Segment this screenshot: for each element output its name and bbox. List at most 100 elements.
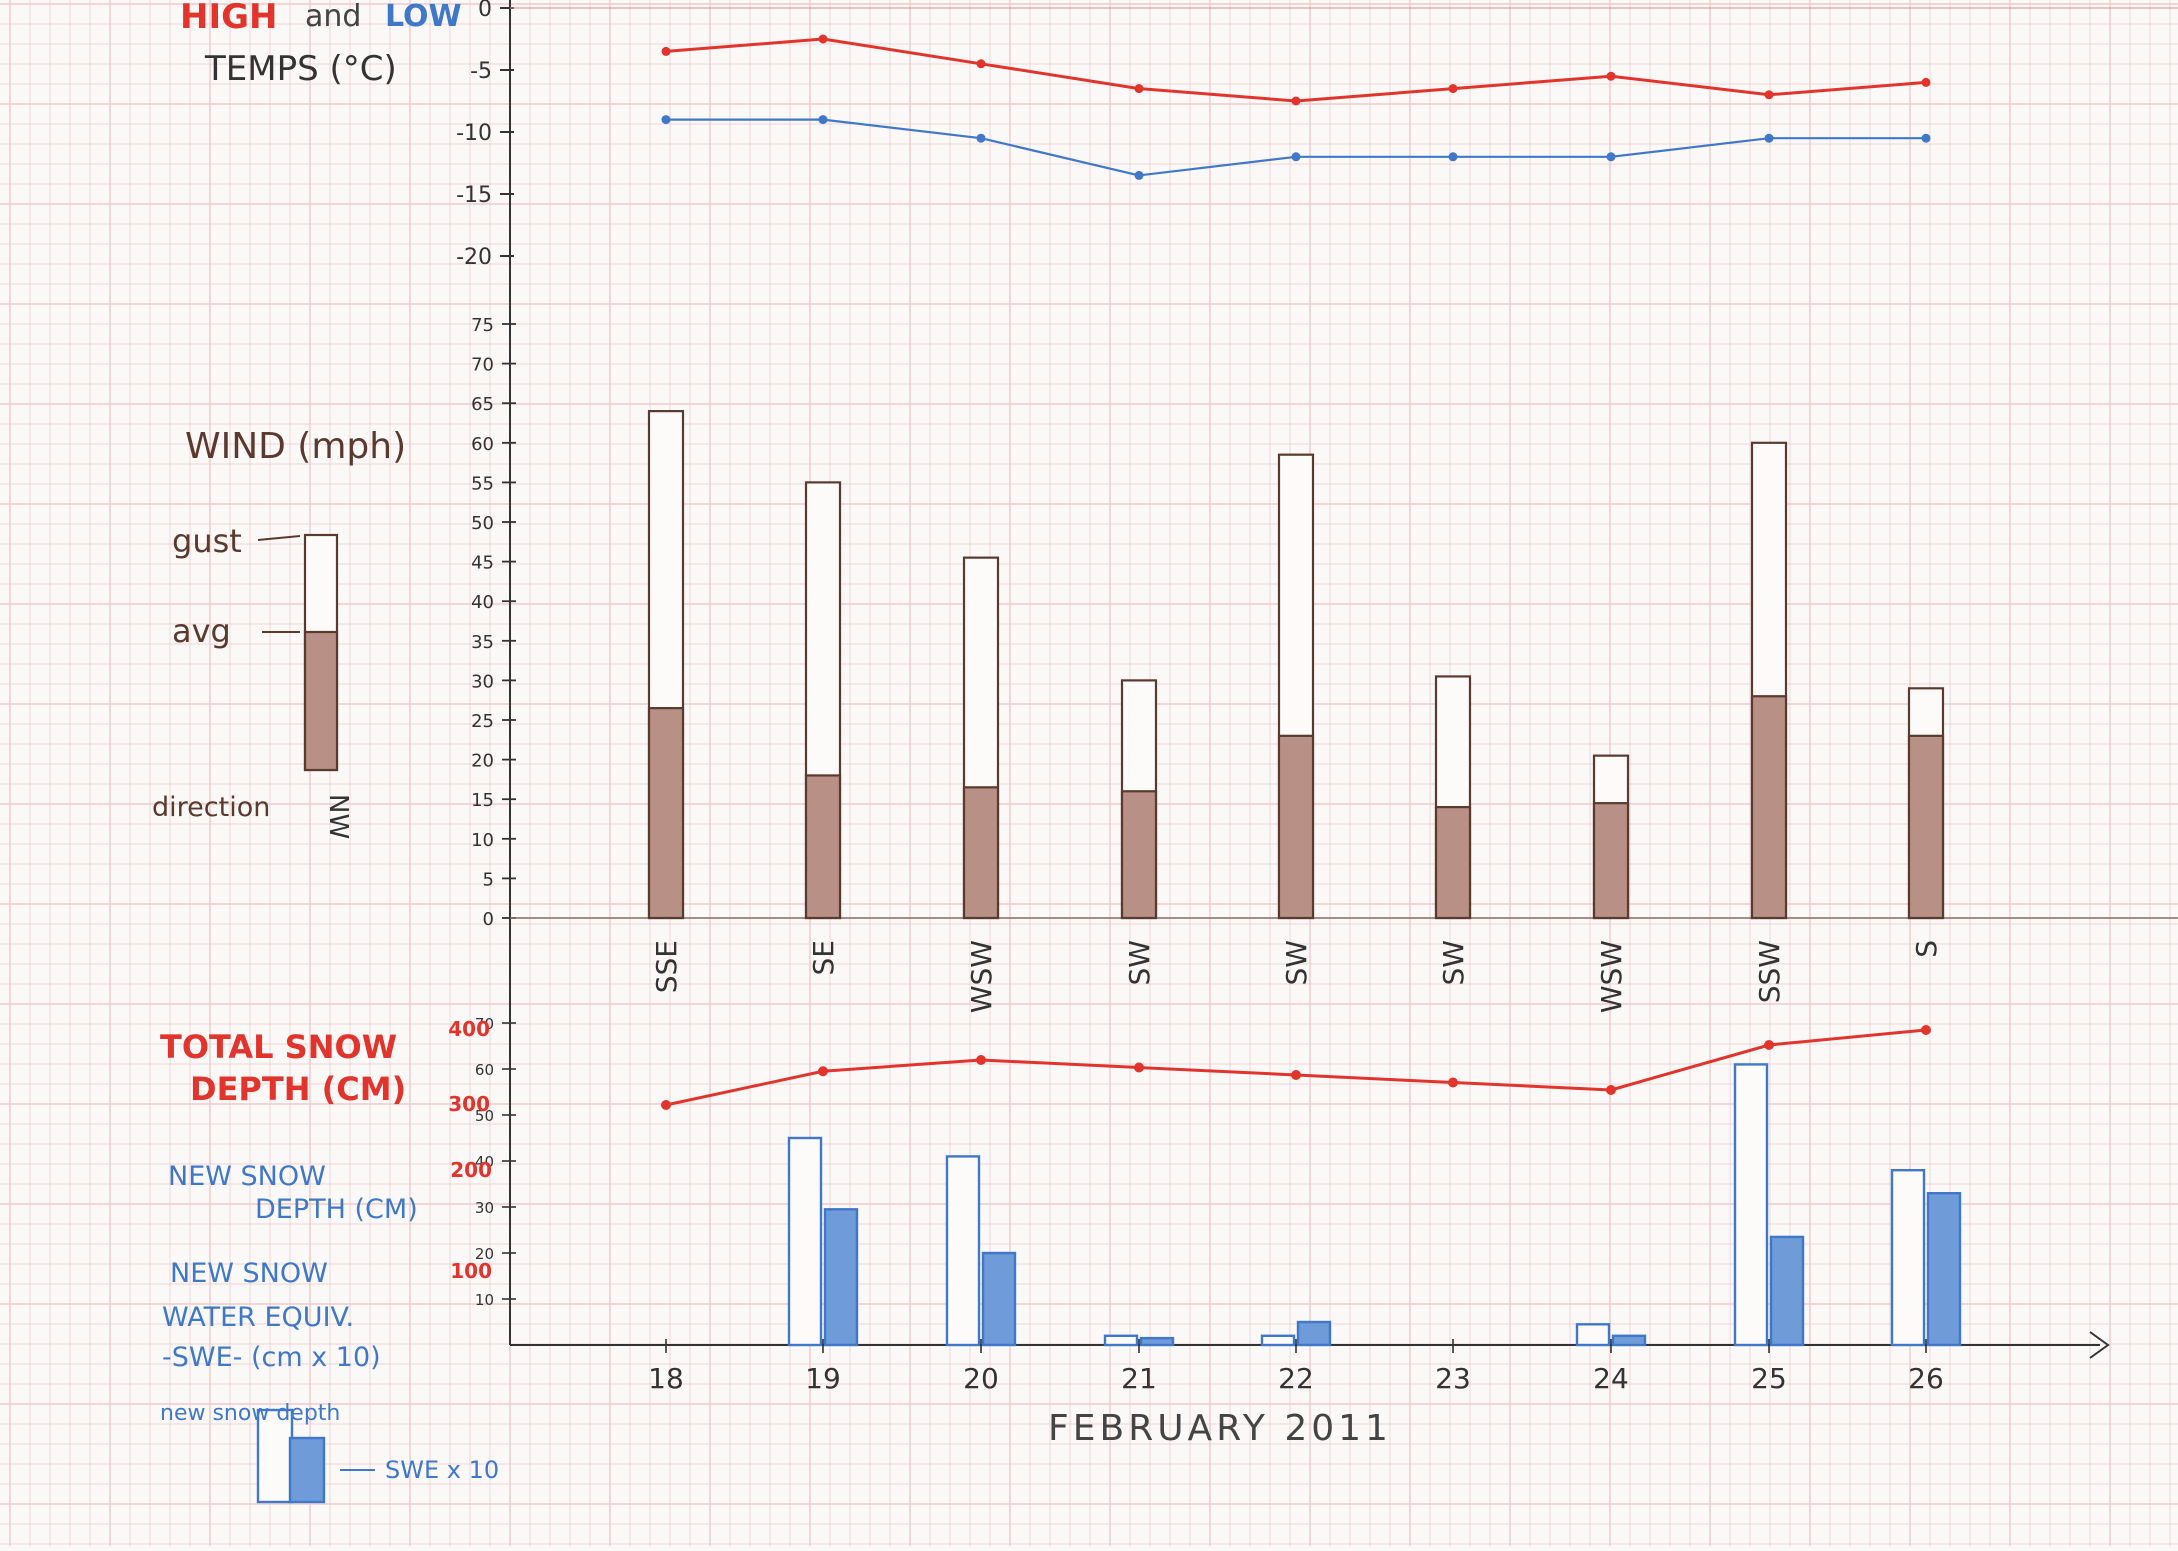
new-snow-depth-bar xyxy=(1575,1323,1611,1347)
low-temp-point xyxy=(1448,152,1458,162)
wind-direction-label: SSE xyxy=(650,940,683,993)
new-snow-tick-label: 50 xyxy=(475,1107,494,1125)
new-snow-tick-label: 40 xyxy=(475,1153,494,1171)
wind-avg-bar xyxy=(647,707,685,920)
total-snow-title-1: TOTAL SNOW xyxy=(160,1028,397,1066)
total-snow-point xyxy=(1606,1085,1616,1095)
total-snow-point xyxy=(1921,1025,1931,1035)
wind-tick-label: 65 xyxy=(471,394,494,415)
wind-avg-bar xyxy=(962,786,1000,920)
swe-tick-label: 100 xyxy=(450,1259,492,1283)
temp-tick-label: -20 xyxy=(456,245,492,270)
wind-title: WIND (mph) xyxy=(185,426,406,467)
legend-swe-bar xyxy=(288,1436,326,1504)
low-temp-point xyxy=(1921,133,1931,143)
temp-tick-label: 0 xyxy=(478,0,492,22)
temp-tick-label: -15 xyxy=(456,183,492,208)
new-snow-depth-bar xyxy=(1103,1334,1139,1347)
wind-tick-label: 45 xyxy=(471,553,494,574)
total-snow-point xyxy=(1291,1070,1301,1080)
x-tick-label: 26 xyxy=(1908,1362,1944,1395)
wind-tick-label: 50 xyxy=(471,513,494,534)
wind-direction-label: SW xyxy=(1123,940,1156,985)
high-temp-point xyxy=(1921,77,1931,87)
swe-bar xyxy=(1611,1334,1647,1347)
temps-title: TEMPS (°C) xyxy=(204,49,397,89)
low-temp-point xyxy=(1764,133,1774,143)
wind-avg-bar xyxy=(804,774,842,920)
new-snow-depth-bar xyxy=(1260,1334,1296,1347)
swe-bar xyxy=(1769,1235,1805,1347)
wind-tick-label: 0 xyxy=(483,909,494,930)
x-tick-label: 23 xyxy=(1435,1362,1471,1395)
wind-avg-bar xyxy=(1277,734,1315,920)
x-tick-label: 18 xyxy=(648,1362,684,1395)
wind-tick-label: 75 xyxy=(471,315,494,336)
wind-avg-bar xyxy=(1907,734,1945,920)
x-tick-label: 24 xyxy=(1593,1362,1629,1395)
panel-labels: HIGH and LOW TEMPS (°C) WIND (mph) gust avg dir… xyxy=(152,0,499,1504)
temp-tick-label: -10 xyxy=(456,121,492,146)
new-snow-tick-label: 60 xyxy=(475,1061,494,1079)
total-snow-point xyxy=(818,1066,828,1077)
legend-avg-label: avg xyxy=(172,612,231,650)
wind-avg-bar xyxy=(1592,802,1630,920)
temp-tick-label: -5 xyxy=(470,59,492,84)
x-axis-arrow xyxy=(2089,1331,2110,1359)
wind-tick-label: 10 xyxy=(471,830,494,851)
wind-direction-label: SW xyxy=(1437,940,1470,985)
low-temp-point xyxy=(661,115,671,125)
total-snow-tick-label: 300 xyxy=(448,1092,490,1116)
high-temp-point xyxy=(1606,71,1616,81)
x-tick-label: 19 xyxy=(805,1362,841,1395)
total-snow-title-2: DEPTH (CM) xyxy=(190,1070,406,1108)
swe-title-2: WATER EQUIV. xyxy=(162,1302,354,1333)
swe-bar xyxy=(1926,1191,1962,1347)
new-snow-tick-label: 70 xyxy=(475,1015,494,1033)
low-temp-point xyxy=(818,115,828,125)
new-snow-depth-bar xyxy=(1733,1063,1769,1347)
low-temp-point xyxy=(1291,152,1301,162)
wind-avg-bar xyxy=(1750,695,1788,920)
wind-tick-label: 5 xyxy=(483,869,494,890)
wind-tick-label: 35 xyxy=(471,632,494,653)
wind-direction-label: S xyxy=(1910,940,1943,958)
high-temp-point xyxy=(1448,84,1458,94)
legend-gust-label: gust xyxy=(172,522,242,560)
high-temp-point xyxy=(1134,84,1144,94)
wind-tick-label: 55 xyxy=(471,473,494,494)
new-snow-depth-title-2: DEPTH (CM) xyxy=(255,1194,418,1225)
high-title: HIGH xyxy=(180,0,277,37)
wind-direction-label: SE xyxy=(807,940,840,975)
wind-tick-label: 15 xyxy=(471,790,494,811)
legend-direction-example: NW xyxy=(323,794,353,839)
wind-direction-label: WSW xyxy=(1595,940,1628,1013)
x-axis-title: FEBRUARY 2011 xyxy=(1048,1408,1392,1449)
low-temp-point xyxy=(1134,170,1144,180)
legend-direction-label: direction xyxy=(152,792,270,823)
wind-tick-label: 40 xyxy=(471,592,494,613)
legend-avg-bar xyxy=(303,630,339,772)
wind-tick-label: 60 xyxy=(471,434,494,455)
total-snow-point xyxy=(1448,1077,1458,1088)
swe-title-1: NEW SNOW xyxy=(170,1258,328,1289)
high-temp-point xyxy=(661,46,671,56)
low-temp-line xyxy=(666,118,1926,177)
new-snow-tick-label: 20 xyxy=(475,1245,494,1263)
legend-new-depth-label: new snow depth xyxy=(160,1401,340,1426)
total-snow-point xyxy=(1764,1040,1774,1050)
low-temp-point xyxy=(976,133,986,143)
total-snow-point xyxy=(661,1100,671,1110)
swe-title-3: -SWE- (cm x 10) xyxy=(162,1342,381,1373)
swe-tick-label: 200 xyxy=(450,1158,492,1182)
low-title: LOW xyxy=(385,0,462,34)
wind-tick-label: 70 xyxy=(471,355,494,376)
new-snow-tick-label: 30 xyxy=(475,1199,494,1217)
x-tick-label: 21 xyxy=(1121,1362,1157,1395)
new-snow-depth-bar xyxy=(787,1136,823,1347)
temperature-panel: 0 -5 -10 -15 -20 xyxy=(456,0,2178,270)
total-snow-point xyxy=(976,1055,986,1065)
